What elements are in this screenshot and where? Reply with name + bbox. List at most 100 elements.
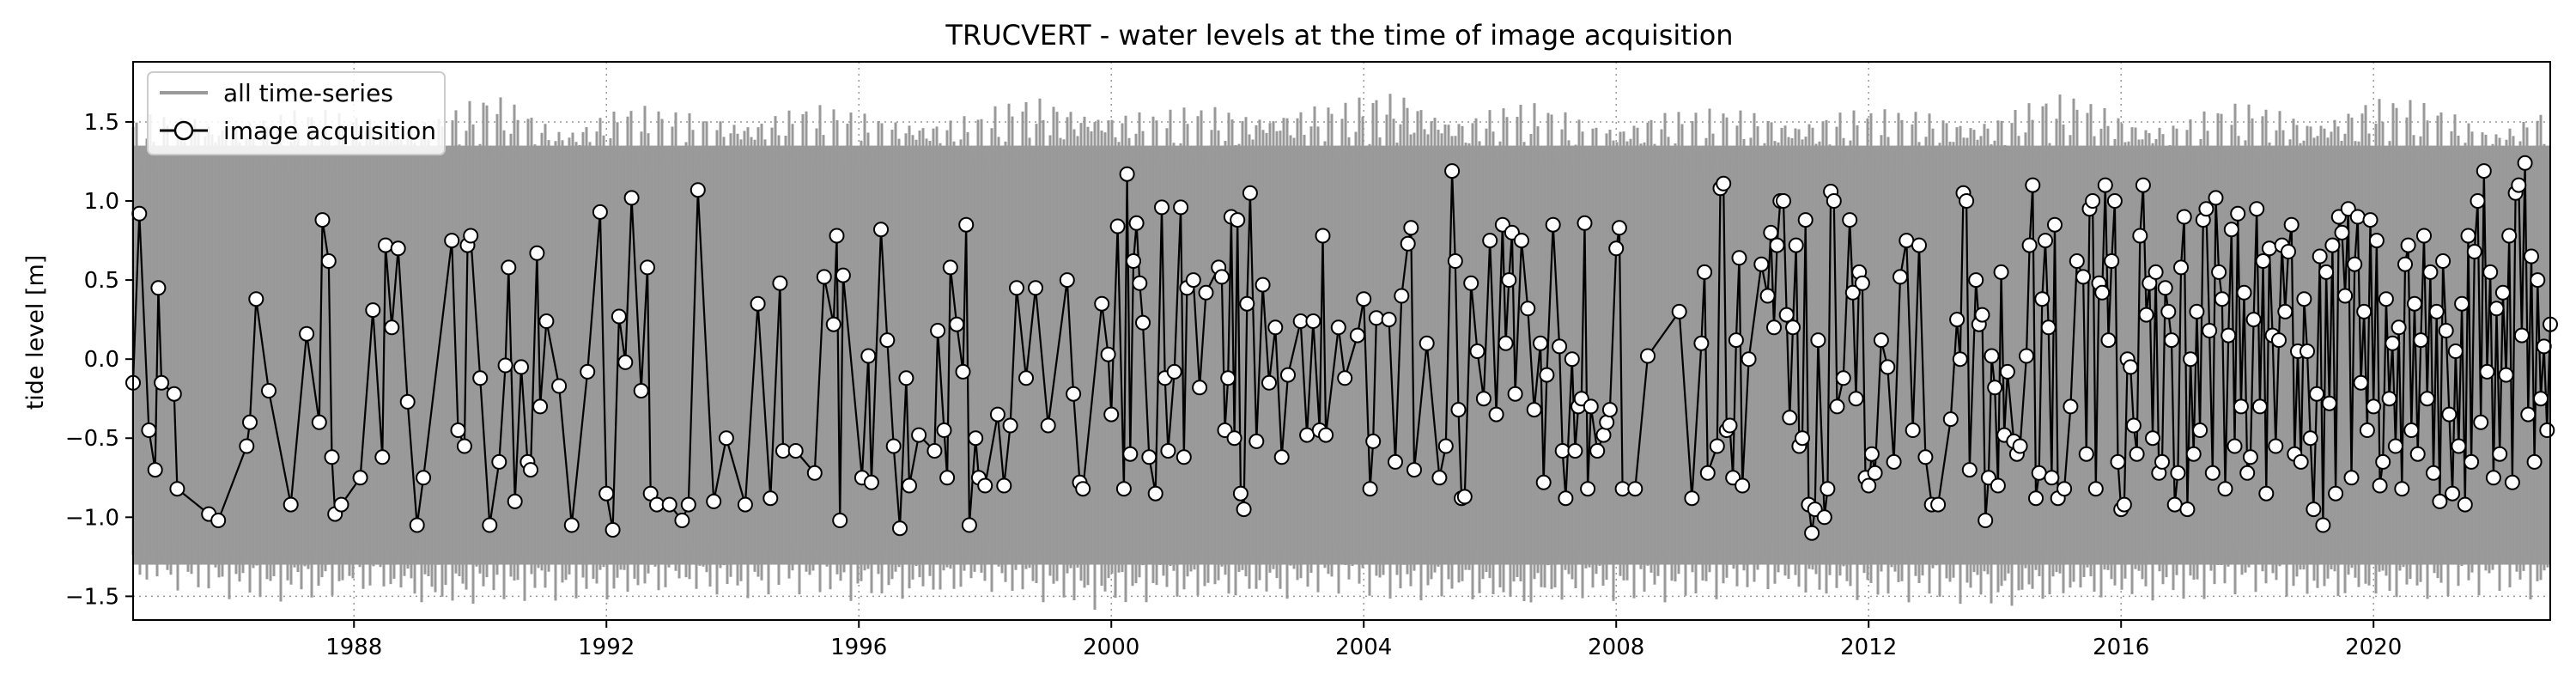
- acquisition-point: [2353, 374, 2369, 391]
- acquisition-point: [1267, 319, 1284, 336]
- acquisition-point: [2173, 259, 2189, 276]
- acquisition-point: [885, 438, 902, 454]
- y-tick-label: 1.5: [84, 110, 119, 136]
- acquisition-point: [154, 374, 170, 391]
- legend: all time-series image acquisition: [147, 71, 446, 155]
- acquisition-point: [2249, 201, 2265, 217]
- acquisition-point: [750, 295, 766, 312]
- acquisition-point: [1699, 465, 1716, 481]
- acquisition-point: [1763, 224, 1779, 240]
- acquisition-point: [2245, 312, 2262, 328]
- acquisition-point: [2324, 237, 2341, 253]
- acquisition-point: [2100, 332, 2117, 349]
- plot-axes: 1988 1992 1996 2000 2004 2008 2012 2016 2020 −1.5…: [65, 61, 2551, 660]
- acquisition-point: [320, 253, 337, 269]
- acquisition-point: [1797, 212, 1814, 228]
- y-tick-label: 0.5: [84, 268, 119, 294]
- acquisition-point: [949, 316, 965, 332]
- acquisition-point: [775, 443, 791, 459]
- y-tick-label: 0.0: [84, 347, 119, 373]
- acquisition-point: [787, 443, 804, 459]
- acquisition-point: [2438, 323, 2454, 338]
- acquisition-point: [2533, 391, 2549, 407]
- acquisition-point: [1990, 477, 2006, 494]
- legend-label-image-acquisition: image acquisition: [223, 117, 436, 145]
- acquisition-point: [968, 430, 984, 447]
- acquisition-point: [2407, 295, 2422, 312]
- acquisition-point: [2375, 453, 2391, 470]
- acquisition-point: [2520, 406, 2537, 423]
- acquisition-point: [1552, 338, 1568, 355]
- acquisition-point: [1236, 502, 1252, 518]
- acquisition-point: [2233, 398, 2249, 415]
- acquisition-point: [2470, 193, 2486, 209]
- acquisition-point: [2504, 474, 2520, 490]
- acquisition-point: [2038, 233, 2053, 249]
- acquisition-point: [147, 462, 163, 478]
- acquisition-point: [2526, 453, 2543, 470]
- acquisition-point: [1315, 228, 1331, 244]
- acquisition-point: [1126, 253, 1141, 269]
- acquisition-point: [873, 222, 889, 238]
- acquisition-point: [1984, 348, 2000, 364]
- acquisition-point: [1450, 402, 1467, 418]
- acquisition-point: [2251, 398, 2268, 415]
- acquisition-point: [2426, 465, 2441, 481]
- acquisition-point: [2343, 470, 2360, 486]
- acquisition-point: [2021, 237, 2038, 253]
- acquisition-point: [2381, 391, 2397, 407]
- acquisition-point: [2097, 177, 2113, 193]
- acquisition-point: [1444, 163, 1461, 179]
- acquisition-point: [2138, 307, 2154, 323]
- acquisition-point: [1192, 380, 1208, 396]
- acquisition-point: [958, 216, 975, 233]
- acquisition-point: [131, 205, 148, 222]
- acquisition-point: [2085, 193, 2101, 209]
- acquisition-point: [1488, 406, 1504, 423]
- acquisition-point: [1261, 374, 1277, 391]
- acquisition-point: [2394, 481, 2410, 497]
- acquisition-point: [538, 313, 555, 329]
- acquisition-point: [1558, 490, 1574, 507]
- acquisition-point: [2170, 465, 2186, 481]
- acquisition-point: [2530, 272, 2546, 289]
- acquisition-point: [2454, 295, 2470, 312]
- acquisition-point: [1226, 430, 1242, 447]
- acquisition-point: [2498, 367, 2514, 383]
- acquisition-point: [2312, 248, 2328, 264]
- acquisition-point: [706, 493, 722, 509]
- acquisition-point: [1863, 446, 1880, 462]
- acquisition-point: [1820, 481, 1836, 497]
- acquisition-point: [409, 517, 425, 533]
- acquisition-point: [1239, 295, 1255, 312]
- acquisition-point: [2214, 291, 2230, 307]
- acquisition-point: [210, 513, 227, 528]
- acquisition-point: [2315, 517, 2331, 533]
- acquisition-point: [1873, 332, 1889, 349]
- acquisition-point: [1115, 481, 1132, 497]
- acquisition-point: [2208, 190, 2224, 206]
- acquisition-point: [2321, 395, 2337, 411]
- acquisition-point: [456, 438, 472, 454]
- acquisition-point: [1305, 313, 1321, 329]
- acquisition-point: [374, 449, 391, 465]
- acquisition-point: [1533, 335, 1548, 351]
- x-tick-label: 1992: [578, 635, 635, 660]
- acquisition-point: [1119, 166, 1135, 182]
- acquisition-point: [1728, 332, 1744, 349]
- acquisition-point: [1709, 438, 1725, 454]
- acquisition-point: [1961, 462, 1978, 478]
- acquisition-point: [1759, 288, 1776, 304]
- acquisition-point: [2473, 414, 2489, 430]
- acquisition-point: [1349, 327, 1365, 344]
- acquisition-point: [772, 275, 788, 291]
- acquisition-point: [1999, 363, 2015, 380]
- acquisition-point: [2069, 253, 2085, 269]
- acquisition-point: [1255, 277, 1271, 293]
- x-tick-label: 1996: [830, 635, 887, 660]
- acquisition-point: [2391, 319, 2407, 336]
- acquisition-point: [2236, 284, 2252, 301]
- acquisition-point: [2176, 209, 2192, 225]
- acquisition-point: [1968, 272, 1984, 289]
- acquisition-point: [2258, 485, 2275, 502]
